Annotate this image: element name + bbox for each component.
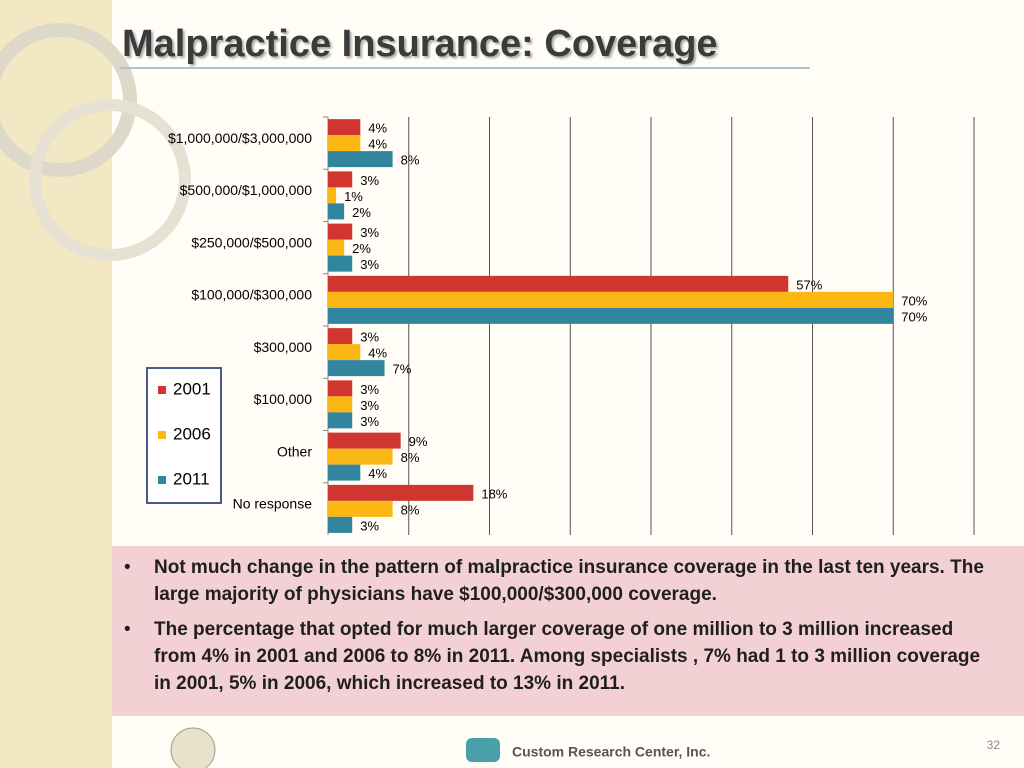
bar bbox=[328, 464, 361, 481]
bar bbox=[328, 187, 337, 204]
bar bbox=[328, 328, 353, 345]
value-label: 3% bbox=[360, 382, 379, 397]
value-label: 8% bbox=[401, 502, 420, 517]
y-tick-label: Other bbox=[277, 443, 312, 459]
value-label: 1% bbox=[344, 189, 363, 204]
bar bbox=[328, 275, 789, 292]
value-label: 57% bbox=[796, 277, 822, 292]
bar bbox=[328, 448, 393, 465]
value-label: 3% bbox=[360, 398, 379, 413]
value-label: 3% bbox=[360, 330, 379, 345]
y-tick-label: $500,000/$1,000,000 bbox=[180, 182, 313, 198]
y-tick-label: $300,000 bbox=[254, 339, 313, 355]
bar bbox=[328, 239, 345, 256]
value-label: 4% bbox=[368, 346, 387, 361]
bar bbox=[328, 135, 361, 152]
footer-company: Custom Research Center, Inc. bbox=[512, 744, 710, 760]
bar bbox=[328, 255, 353, 272]
value-label: 4% bbox=[368, 137, 387, 152]
bar bbox=[328, 203, 345, 220]
y-tick-label: $250,000/$500,000 bbox=[191, 234, 312, 250]
bar bbox=[328, 291, 894, 308]
bar bbox=[328, 516, 353, 533]
legend-label: 2011 bbox=[173, 469, 210, 488]
legend-label: 2006 bbox=[173, 424, 211, 443]
bullet-box: Not much change in the pattern of malpra… bbox=[112, 546, 1024, 716]
bar bbox=[328, 307, 894, 324]
value-label: 9% bbox=[409, 434, 428, 449]
bar bbox=[328, 360, 385, 377]
legend-swatch bbox=[158, 476, 166, 484]
value-label: 70% bbox=[901, 293, 927, 308]
y-tick-label: $1,000,000/$3,000,000 bbox=[168, 130, 312, 146]
legend-swatch bbox=[158, 431, 166, 439]
value-label: 2% bbox=[352, 241, 371, 256]
value-label: 3% bbox=[360, 173, 379, 188]
company-logo bbox=[466, 738, 500, 762]
value-label: 8% bbox=[401, 153, 420, 168]
bar bbox=[328, 119, 361, 136]
bar bbox=[328, 432, 401, 449]
bar bbox=[328, 484, 474, 501]
bar bbox=[328, 344, 361, 361]
legend-swatch bbox=[158, 386, 166, 394]
value-label: 70% bbox=[901, 309, 927, 324]
y-tick-label: $100,000 bbox=[254, 391, 313, 407]
bullet-list: Not much change in the pattern of malpra… bbox=[122, 554, 994, 697]
value-label: 4% bbox=[368, 466, 387, 481]
bar bbox=[328, 380, 353, 397]
bar bbox=[328, 223, 353, 240]
value-label: 3% bbox=[360, 225, 379, 240]
value-label: 3% bbox=[360, 257, 379, 272]
bar bbox=[328, 412, 353, 429]
logo bbox=[170, 727, 216, 768]
decor bbox=[0, 23, 137, 177]
bar bbox=[328, 500, 393, 517]
decor bbox=[29, 99, 191, 261]
side-strip bbox=[0, 0, 112, 768]
page-number: 32 bbox=[987, 738, 1001, 752]
bar bbox=[328, 171, 353, 188]
value-label: 18% bbox=[481, 486, 507, 501]
y-tick-label: $100,000/$300,000 bbox=[191, 287, 312, 303]
bullet: The percentage that opted for much large… bbox=[124, 616, 994, 697]
bar bbox=[328, 151, 393, 168]
value-label: 3% bbox=[360, 518, 379, 533]
value-label: 2% bbox=[352, 205, 371, 220]
value-label: 7% bbox=[393, 362, 412, 377]
value-label: 8% bbox=[401, 450, 420, 465]
bullet: Not much change in the pattern of malpra… bbox=[124, 554, 994, 608]
value-label: 3% bbox=[360, 414, 379, 429]
legend-label: 2001 bbox=[173, 379, 211, 398]
chart-title: Malpractice Insurance: Coverage bbox=[122, 23, 718, 65]
y-tick-label: No response bbox=[233, 496, 313, 512]
value-label: 4% bbox=[368, 121, 387, 136]
bar bbox=[328, 396, 353, 413]
